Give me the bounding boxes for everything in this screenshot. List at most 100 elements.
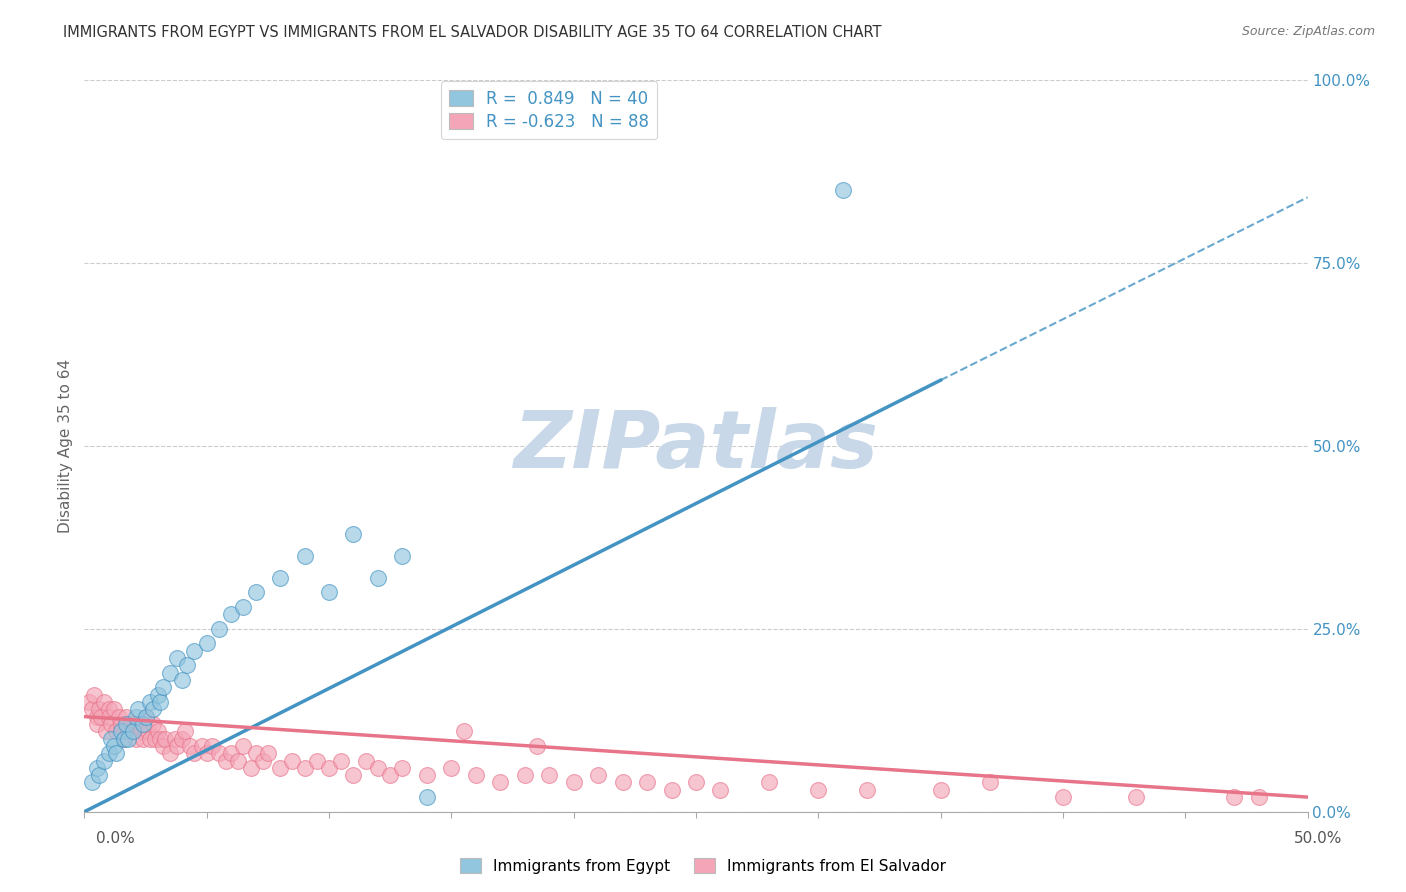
Point — [90, 709, 112, 723]
Point — [80, 702, 103, 716]
Point — [122, 724, 145, 739]
Point — [929, 782, 952, 797]
Point — [228, 754, 250, 768]
Point — [110, 724, 132, 739]
Point — [758, 775, 780, 789]
Point — [367, 761, 389, 775]
Point — [464, 768, 486, 782]
Point — [661, 782, 683, 797]
Point — [294, 549, 316, 563]
Point — [562, 775, 585, 789]
Point — [513, 768, 536, 782]
Point — [100, 731, 122, 746]
Point — [97, 709, 120, 723]
Point — [142, 702, 165, 716]
Point — [103, 739, 125, 753]
Text: 50.0%: 50.0% — [1295, 831, 1343, 846]
Point — [195, 636, 218, 650]
Point — [380, 768, 402, 782]
Point — [149, 731, 172, 746]
Point — [127, 702, 149, 716]
Point — [105, 746, 128, 760]
Point — [146, 724, 169, 739]
Point — [440, 761, 463, 775]
Point — [87, 768, 110, 782]
Text: Source: ZipAtlas.com: Source: ZipAtlas.com — [1241, 25, 1375, 38]
Point — [139, 695, 162, 709]
Point — [153, 731, 176, 746]
Point — [112, 731, 135, 746]
Point — [219, 746, 242, 760]
Text: IMMIGRANTS FROM EGYPT VS IMMIGRANTS FROM EL SALVADOR DISABILITY AGE 35 TO 64 COR: IMMIGRANTS FROM EGYPT VS IMMIGRANTS FROM… — [63, 25, 882, 40]
Text: ZIPatlas: ZIPatlas — [513, 407, 879, 485]
Point — [149, 695, 172, 709]
Point — [183, 644, 205, 658]
Point — [367, 571, 389, 585]
Point — [97, 746, 120, 760]
Point — [173, 724, 195, 739]
Point — [80, 775, 103, 789]
Point — [856, 782, 879, 797]
Point — [132, 717, 155, 731]
Point — [208, 622, 231, 636]
Point — [172, 673, 194, 687]
Point — [107, 709, 129, 723]
Point — [257, 746, 280, 760]
Point — [269, 761, 291, 775]
Point — [709, 782, 731, 797]
Point — [103, 702, 125, 716]
Point — [215, 754, 238, 768]
Point — [112, 731, 135, 746]
Point — [453, 724, 475, 739]
Point — [219, 607, 242, 622]
Point — [105, 724, 128, 739]
Text: 0.0%: 0.0% — [96, 831, 135, 846]
Point — [135, 709, 157, 723]
Point — [269, 571, 291, 585]
Point — [97, 702, 120, 716]
Point — [239, 761, 262, 775]
Point — [135, 709, 157, 723]
Point — [245, 585, 267, 599]
Point — [117, 731, 139, 746]
Point — [127, 717, 149, 731]
Point — [100, 717, 122, 731]
Point — [232, 599, 254, 614]
Point — [139, 731, 162, 746]
Point — [200, 739, 222, 753]
Point — [208, 746, 231, 760]
Point — [115, 709, 138, 723]
Point — [586, 768, 609, 782]
Point — [1223, 790, 1246, 805]
Point — [526, 739, 548, 753]
Point — [143, 731, 166, 746]
Point — [117, 724, 139, 739]
Point — [86, 709, 108, 723]
Point — [330, 754, 353, 768]
Point — [152, 739, 174, 753]
Point — [125, 709, 148, 723]
Legend: R =  0.849   N = 40, R = -0.623   N = 88: R = 0.849 N = 40, R = -0.623 N = 88 — [441, 81, 658, 139]
Point — [176, 658, 198, 673]
Point — [831, 183, 853, 197]
Point — [132, 731, 155, 746]
Point — [110, 717, 132, 731]
Point — [979, 775, 1001, 789]
Point — [416, 768, 439, 782]
Point — [391, 761, 413, 775]
Point — [87, 702, 110, 716]
Point — [120, 717, 142, 731]
Point — [172, 731, 194, 746]
Point — [318, 585, 340, 599]
Legend: Immigrants from Egypt, Immigrants from El Salvador: Immigrants from Egypt, Immigrants from E… — [454, 852, 952, 880]
Point — [93, 754, 115, 768]
Point — [96, 724, 118, 739]
Point — [305, 754, 328, 768]
Point — [152, 681, 174, 695]
Point — [416, 790, 439, 805]
Point — [86, 761, 108, 775]
Point — [612, 775, 634, 789]
Point — [232, 739, 254, 753]
Point — [807, 782, 830, 797]
Point — [125, 731, 148, 746]
